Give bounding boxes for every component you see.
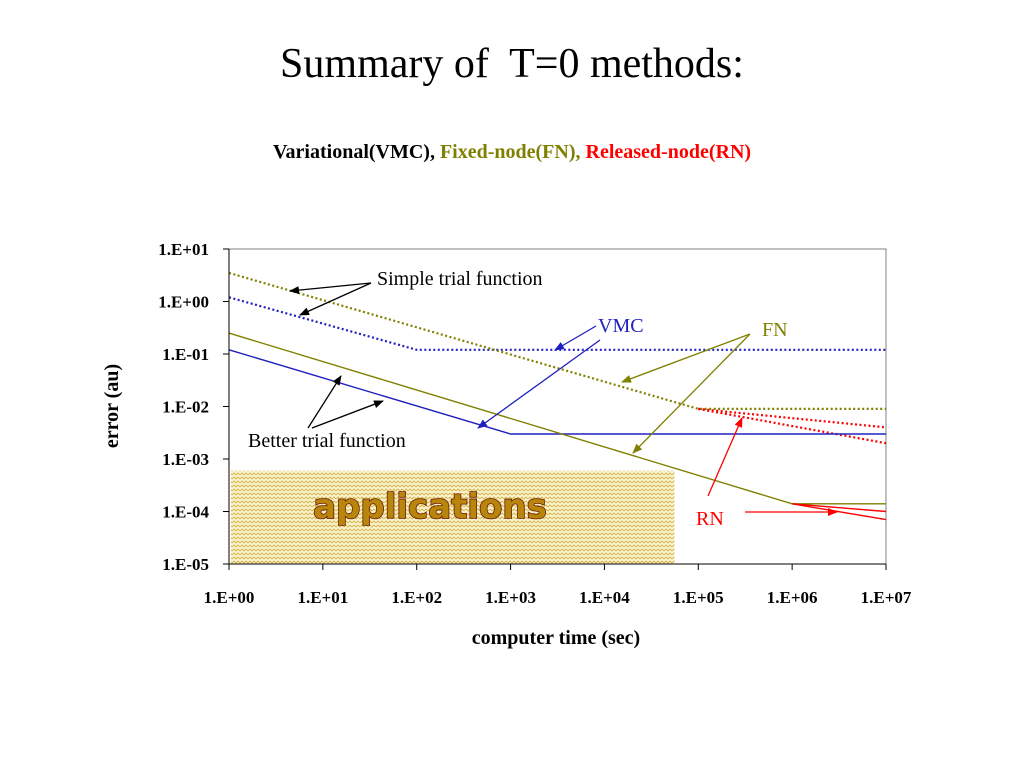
arrow-vmc-1 <box>554 325 597 351</box>
x-tick-label: 1.E+03 <box>485 588 536 607</box>
annotation-simple: Simple trial function <box>377 268 543 290</box>
series-line-rn-simple <box>698 407 887 445</box>
methods-line-part: Variational(VMC), <box>272 141 440 163</box>
methods-line-part: Released-node(RN) <box>585 141 752 163</box>
x-tick-label: 1.E+02 <box>391 588 442 607</box>
arrow-fn-1 <box>621 333 751 383</box>
y-tick-label: 1.E-03 <box>162 450 209 469</box>
y-axis-title: error (au) <box>101 364 123 448</box>
annotation-rn: RN <box>696 508 724 530</box>
arrow-better-1 <box>307 375 342 429</box>
y-tick-label: 1.E+00 <box>158 293 209 312</box>
y-tick-label: 1.E+01 <box>158 240 209 259</box>
arrow-better-2 <box>311 400 384 429</box>
x-tick-label: 1.E+06 <box>767 588 818 607</box>
y-tick-label: 1.E-01 <box>162 345 209 364</box>
arrow-fn-2 <box>632 333 751 454</box>
annotation-better: Better trial function <box>248 430 406 452</box>
applications-label: applications <box>313 487 547 527</box>
series-line-rn-better <box>791 503 887 521</box>
series-line-fn-simple <box>228 271 886 410</box>
x-axis-title: computer time (sec) <box>472 627 640 649</box>
arrow-simple-2 <box>299 282 372 316</box>
series-line-vmc-simple <box>228 296 886 351</box>
y-tick-label: 1.E-05 <box>162 555 209 574</box>
series-line-rn-better <box>792 503 887 513</box>
methods-line: Variational(VMC), Fixed-node(FN), Releas… <box>0 141 1024 164</box>
arrow-rn-1 <box>707 417 743 497</box>
x-tick-label: 1.E+01 <box>297 588 348 607</box>
annotation-vmc: VMC <box>598 315 644 337</box>
applications-region <box>231 470 675 564</box>
slide-title: Summary of T=0 methods: <box>280 41 744 87</box>
x-tick-label: 1.E+04 <box>579 588 630 607</box>
y-tick-label: 1.E-04 <box>162 503 209 522</box>
annotation-fn: FN <box>762 319 788 341</box>
arrow-vmc-2 <box>477 339 601 429</box>
y-tick-label: 1.E-02 <box>162 398 209 417</box>
methods-line-part: Fixed-node(FN), <box>439 141 586 163</box>
series-line-vmc-better <box>228 349 886 435</box>
arrow-simple-1 <box>289 282 372 295</box>
x-tick-label: 1.E+00 <box>204 588 255 607</box>
x-tick-label: 1.E+07 <box>861 588 912 607</box>
x-tick-label: 1.E+05 <box>673 588 724 607</box>
